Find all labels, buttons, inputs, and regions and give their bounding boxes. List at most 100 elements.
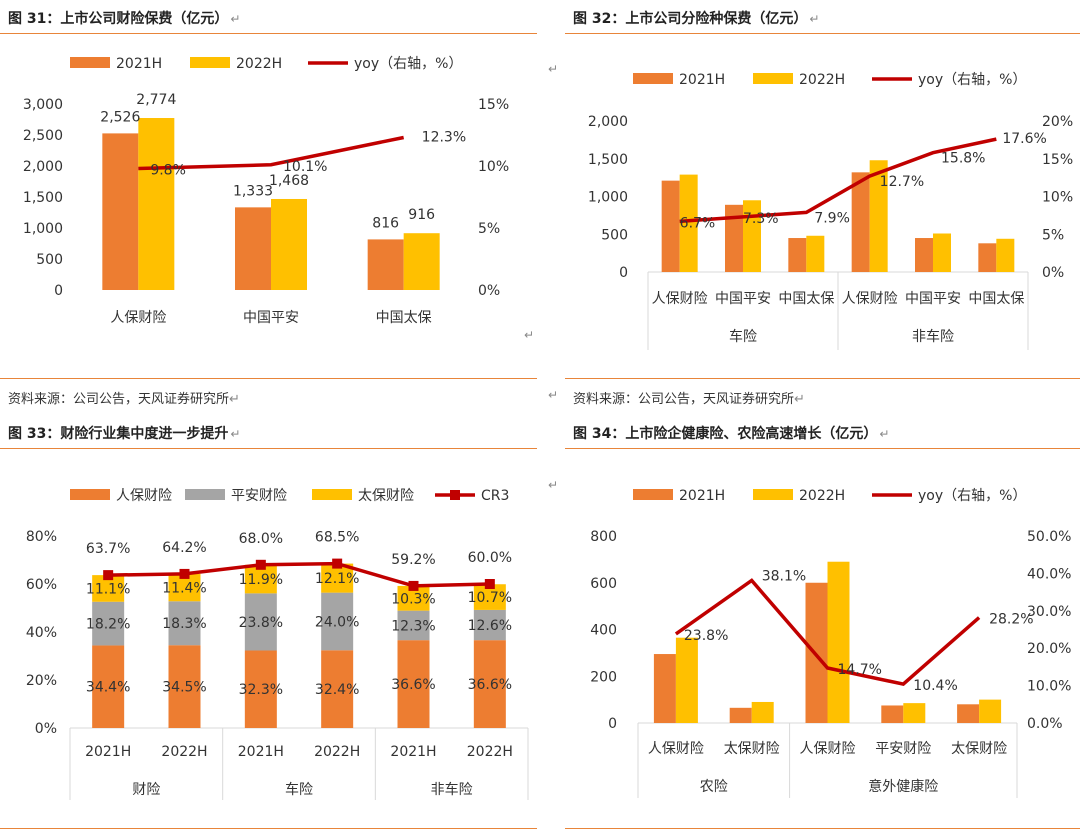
y2-tick-label: 5% <box>1042 227 1064 243</box>
yoy-label: 38.1% <box>762 569 806 585</box>
x-tick-label: 中国平安 <box>715 291 771 307</box>
yoy-label: 10.4% <box>913 678 957 694</box>
fig32-title: 图 32：上市公司分险种保费（亿元） ↵ <box>573 11 820 27</box>
bar-2021h <box>725 204 743 272</box>
x-tick-label: 人保财险 <box>110 310 166 326</box>
segment-label: 11.4% <box>162 581 206 597</box>
group-label: 非车险 <box>431 781 473 798</box>
legend-2022h-label: 2022H <box>236 56 282 72</box>
x-tick-label: 2022H <box>467 744 513 760</box>
bar-pingan <box>397 610 430 641</box>
bar-2021h <box>957 704 980 723</box>
bar-2022h <box>806 235 825 272</box>
cr3-label: 60.0% <box>468 550 512 566</box>
y-tick-label: 800 <box>590 529 617 545</box>
legend-taibao-swatch <box>312 489 352 500</box>
bar-2022h <box>827 561 850 723</box>
bar-2021h <box>788 238 807 272</box>
legend-pingan-swatch <box>185 489 225 500</box>
legend-yoy-label: yoy（右轴，%） <box>354 56 462 72</box>
x-tick-label: 2021H <box>238 744 284 760</box>
cr3-label: 63.7% <box>86 541 130 557</box>
cr3-marker <box>103 570 114 581</box>
x-tick-label: 2022H <box>161 744 207 760</box>
bar-2022h <box>996 238 1015 272</box>
x-tick-label: 平安财险 <box>875 741 931 757</box>
y-tick-label: 80% <box>26 529 57 545</box>
x-tick-label: 人保财险 <box>652 291 708 307</box>
group-label: 车险 <box>285 781 313 798</box>
segment-label: 12.3% <box>391 618 435 634</box>
segment-label: 24.0% <box>315 614 359 630</box>
bar-renbao <box>244 650 277 728</box>
y-tick-label: 0 <box>619 265 628 281</box>
yoy-label: 7.3% <box>743 211 779 227</box>
legend-2022h-swatch <box>190 57 230 68</box>
bar-2021h <box>235 207 271 290</box>
bar-pingan <box>168 601 201 646</box>
yoy-label: 9.8% <box>150 162 186 178</box>
bar-label: 2,526 <box>100 109 140 125</box>
return-mark: ↵ <box>548 62 559 76</box>
source-note: 资料来源：公司公告，天风证券研究所↵ <box>573 392 805 407</box>
cr3-marker <box>255 559 266 570</box>
legend-2021h-label: 2021H <box>679 72 725 88</box>
legend-cr3-marker <box>450 490 460 500</box>
divider <box>0 448 537 449</box>
divider <box>565 448 1080 449</box>
group-label: 农险 <box>700 779 728 795</box>
y-tick-label: 400 <box>590 623 617 639</box>
x-tick-label: 2021H <box>85 744 131 760</box>
x-tick-label: 中国太保 <box>376 310 432 326</box>
x-tick-label: 人保财险 <box>800 741 856 757</box>
y-tick-label: 2,500 <box>23 128 63 144</box>
segment-label: 12.6% <box>468 618 512 634</box>
bar-label: 916 <box>408 207 435 223</box>
yoy-label: 6.7% <box>680 215 716 231</box>
y-tick-label: 1,500 <box>588 152 628 168</box>
legend-2022h-swatch <box>753 73 793 84</box>
bar-renbao <box>321 650 354 728</box>
fig33-title: 图 33：财险行业集中度进一步提升 ↵ <box>8 426 241 442</box>
segment-label: 12.1% <box>315 571 359 587</box>
y2-tick-label: 15% <box>478 97 509 113</box>
source-note: 资料来源：公司公告，天风证券研究所↵ <box>8 392 240 407</box>
bar-label: 1,333 <box>233 183 273 199</box>
x-tick-label: 人保财险 <box>842 291 898 307</box>
cr3-marker <box>484 579 495 589</box>
y-tick-label: 1,000 <box>588 190 628 206</box>
y2-tick-label: 0.0% <box>1027 716 1063 732</box>
bar-2022h <box>751 701 774 723</box>
legend-2021h-swatch <box>633 73 673 84</box>
y-tick-label: 500 <box>36 252 63 268</box>
segment-label: 11.1% <box>86 581 130 597</box>
chart-fig33: 人保财险 平安财险 太保财险 CR3 0% 20% 40% 60% 80% 34.4% 18.2% 1… <box>26 488 529 800</box>
y2-tick-label: 0% <box>1042 265 1064 281</box>
bar-renbao <box>397 640 430 728</box>
cr3-line <box>108 561 490 588</box>
legend-pingan-label: 平安财险 <box>231 488 287 504</box>
segment-label: 18.3% <box>162 616 206 632</box>
x-tick-label: 太保财险 <box>724 741 780 757</box>
bar-2022h <box>869 160 888 272</box>
legend-2021h-label: 2021H <box>679 488 725 504</box>
y-tick-label: 0 <box>608 716 617 732</box>
cr3-label: 64.2% <box>162 540 206 556</box>
divider <box>0 33 537 34</box>
cr3-marker <box>408 580 419 591</box>
y-tick-label: 3,000 <box>23 97 63 113</box>
x-tick-label: 中国太保 <box>778 291 834 307</box>
yoy-label: 14.7% <box>838 662 882 678</box>
bar-2022h <box>675 637 698 723</box>
y-tick-label: 2,000 <box>588 114 628 130</box>
bar-2022h <box>271 198 307 290</box>
bar-renbao <box>92 645 125 728</box>
x-tick-label: 中国平安 <box>243 310 299 326</box>
divider <box>565 378 1080 379</box>
y-tick-label: 1,500 <box>23 190 63 206</box>
group-label: 车险 <box>729 328 757 345</box>
y-tick-label: 500 <box>601 227 628 243</box>
bar-2022h <box>979 699 1002 723</box>
y-tick-label: 40% <box>26 625 57 641</box>
x-tick-label: 人保财险 <box>648 741 704 757</box>
